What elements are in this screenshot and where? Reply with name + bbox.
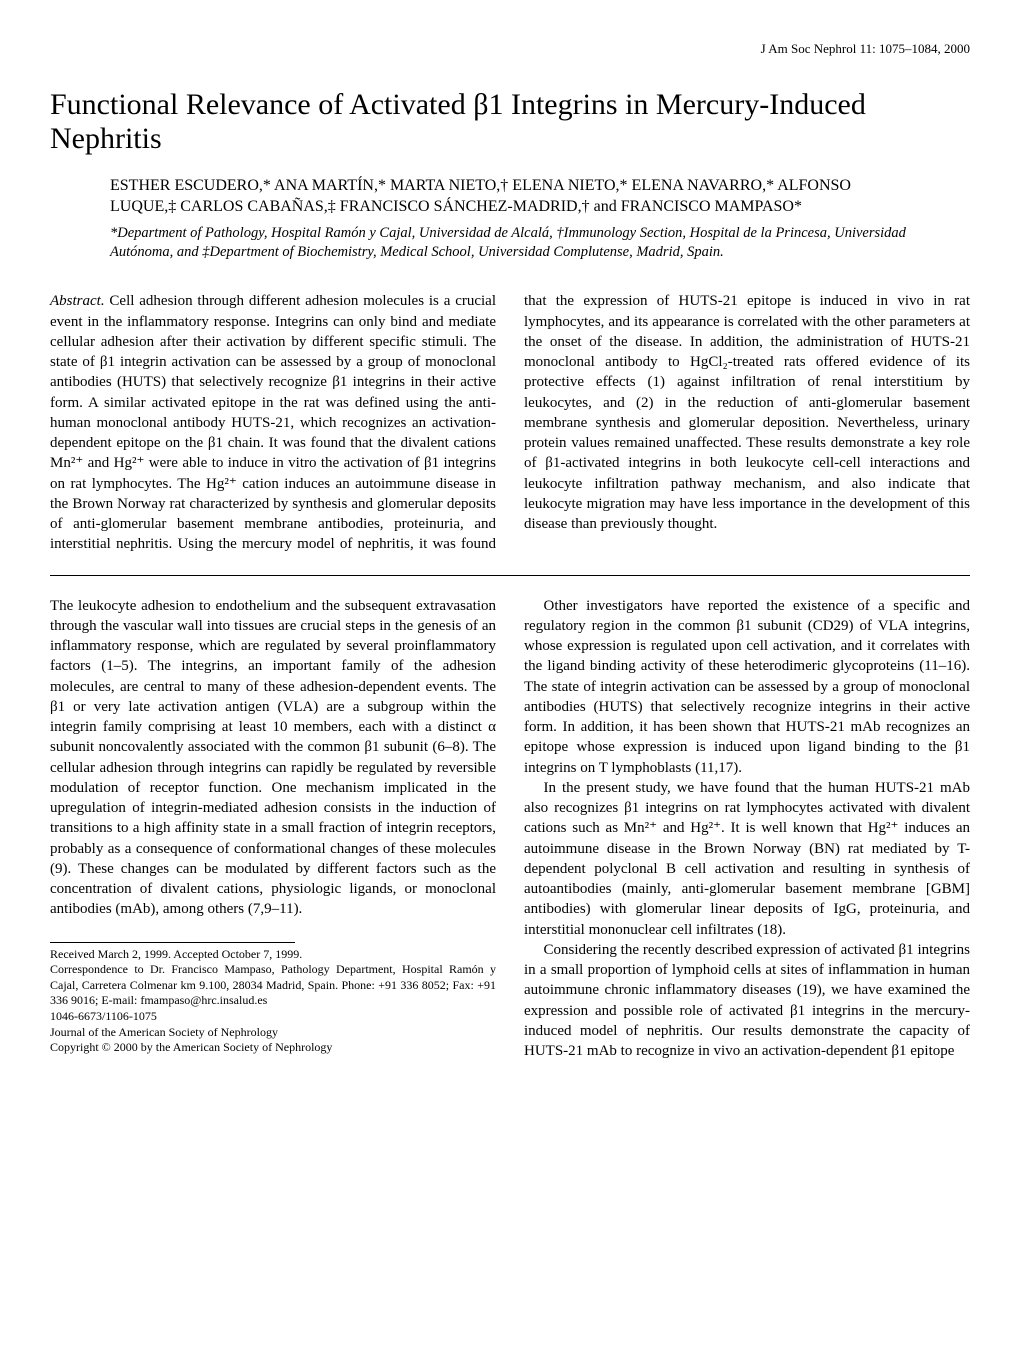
footnote-issn: 1046-6673/1106-1075 — [50, 1009, 496, 1025]
article-title: Functional Relevance of Activated β1 Int… — [50, 88, 970, 157]
footnote-received: Received March 2, 1999. Accepted October… — [50, 947, 496, 963]
abstract-text: Cell adhesion through different adhesion… — [50, 293, 970, 552]
footnote-rule — [50, 942, 295, 943]
footnotes-block: Received March 2, 1999. Accepted October… — [50, 942, 496, 1056]
abstract-block: Abstract. Cell adhesion through differen… — [50, 291, 970, 575]
body-paragraph: Other investigators have reported the ex… — [524, 596, 970, 778]
abstract-label: Abstract. — [50, 293, 105, 309]
footnote-journal: Journal of the American Society of Nephr… — [50, 1025, 496, 1041]
body-paragraph: Considering the recently described expre… — [524, 940, 970, 1062]
footnote-correspondence: Correspondence to Dr. Francisco Mampaso,… — [50, 962, 496, 1009]
body-columns: The leukocyte adhesion to endothelium an… — [50, 596, 970, 1062]
affiliations: *Department of Pathology, Hospital Ramón… — [110, 224, 910, 262]
journal-reference: J Am Soc Nephrol 11: 1075–1084, 2000 — [50, 40, 970, 58]
body-paragraph: In the present study, we have found that… — [524, 778, 970, 940]
body-paragraph: The leukocyte adhesion to endothelium an… — [50, 596, 496, 920]
author-list: ESTHER ESCUDERO,* ANA MARTÍN,* MARTA NIE… — [110, 175, 910, 218]
footnote-copyright: Copyright © 2000 by the American Society… — [50, 1040, 496, 1056]
